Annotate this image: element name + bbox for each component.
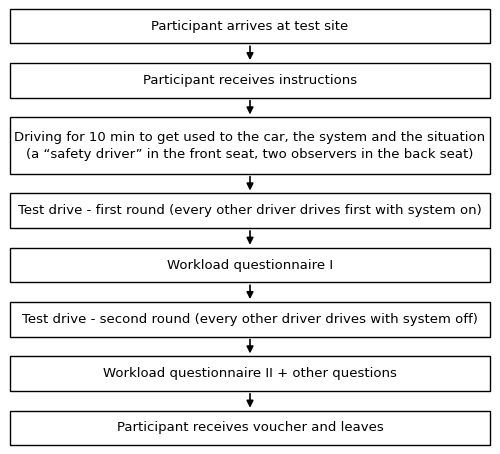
Bar: [10, 356, 490, 391]
Text: Workload questionnaire I: Workload questionnaire I: [167, 258, 333, 271]
Bar: [10, 63, 490, 98]
Text: Participant receives voucher and leaves: Participant receives voucher and leaves: [116, 421, 384, 434]
Bar: [10, 410, 490, 445]
Text: Participant arrives at test site: Participant arrives at test site: [152, 20, 348, 33]
Text: Test drive - second round (every other driver drives with system off): Test drive - second round (every other d…: [22, 313, 478, 326]
Bar: [10, 117, 490, 174]
Text: Workload questionnaire II + other questions: Workload questionnaire II + other questi…: [103, 367, 397, 380]
Bar: [10, 302, 490, 337]
Bar: [10, 193, 490, 228]
Bar: [10, 247, 490, 282]
Text: Driving for 10 min to get used to the car, the system and the situation
(a “safe: Driving for 10 min to get used to the ca…: [14, 131, 486, 161]
Text: Test drive - first round (every other driver drives first with system on): Test drive - first round (every other dr…: [18, 204, 482, 217]
Text: Participant receives instructions: Participant receives instructions: [143, 74, 357, 87]
Bar: [10, 9, 490, 44]
